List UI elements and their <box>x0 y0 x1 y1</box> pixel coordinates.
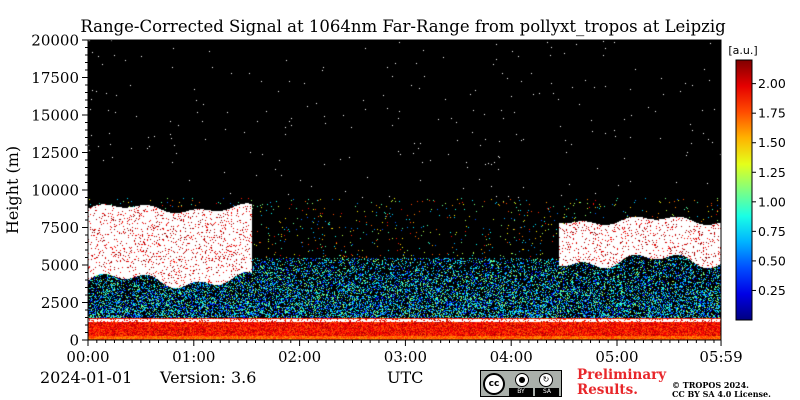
colorbar-tick-label: 1.00 <box>758 194 786 209</box>
x-tick-label: 05:59 <box>699 348 742 366</box>
chart-title: Range-Corrected Signal at 1064nm Far-Ran… <box>80 17 726 36</box>
y-tick-label: 5000 <box>41 257 79 275</box>
license-line-2: CC BY SA 4.0 License. <box>672 389 771 399</box>
version-label: Version: 3.6 <box>160 368 257 387</box>
x-tick-label: 04:00 <box>490 348 533 366</box>
attribution-icon: ● <box>515 373 529 387</box>
y-tick-label: 15000 <box>31 107 79 125</box>
preliminary-notice: Preliminary Results. <box>577 368 666 398</box>
colorbar-tick-label: 2.00 <box>758 76 786 91</box>
x-tick-label: 01:00 <box>172 348 215 366</box>
y-tick-label: 2500 <box>41 294 79 312</box>
x-tick-label: 05:00 <box>595 348 638 366</box>
date-label: 2024-01-01 <box>40 368 133 387</box>
x-axis-label: UTC <box>387 368 424 387</box>
colorbar-tick-label: 1.50 <box>758 135 786 150</box>
cc-by-label: BY <box>509 388 533 396</box>
colorbar-tick-label: 0.50 <box>758 253 786 268</box>
cc-license-badge[interactable]: cc ● ↻ BY SA <box>480 370 562 397</box>
signal-heatmap <box>88 40 721 340</box>
y-tick-label: 0 <box>69 332 79 350</box>
cc-sa-label: SA <box>535 388 559 396</box>
colorbar-tick-label: 1.25 <box>758 165 786 180</box>
share-alike-icon: ↻ <box>539 373 553 387</box>
colorbar-tick-label: 0.25 <box>758 283 786 298</box>
y-tick-label: 7500 <box>41 219 79 237</box>
preliminary-line-2: Results. <box>577 382 638 398</box>
y-tick-label: 10000 <box>31 182 79 200</box>
y-tick-label: 20000 <box>31 32 79 50</box>
colorbar-tick-label: 1.75 <box>758 106 786 121</box>
colorbar: 0.25 0.50 0.75 1.00 1.25 1.50 1.75 2.00 <box>735 59 786 321</box>
colorbar-gradient <box>735 59 753 321</box>
x-tick-label: 00:00 <box>66 348 109 366</box>
x-tick-label: 03:00 <box>384 348 427 366</box>
y-axis: 0 2500 5000 7500 10000 12500 15000 17500 20000 <box>31 32 88 350</box>
preliminary-line-1: Preliminary <box>577 367 667 383</box>
y-tick-label: 12500 <box>31 144 79 162</box>
y-axis-label: Height (m) <box>3 146 22 234</box>
x-axis: 00:00 01:00 02:00 03:00 04:00 05:00 05:59 <box>66 340 743 366</box>
license-notice: © TROPOS 2024. CC BY SA 4.0 License. <box>672 381 771 399</box>
license-line-1: © TROPOS 2024. <box>672 380 749 390</box>
y-tick-label: 17500 <box>31 69 79 87</box>
colorbar-tick-label: 0.75 <box>758 224 786 239</box>
x-tick-label: 02:00 <box>278 348 321 366</box>
cc-icon: cc <box>483 373 505 395</box>
colorbar-unit: [a.u.] <box>728 44 757 57</box>
